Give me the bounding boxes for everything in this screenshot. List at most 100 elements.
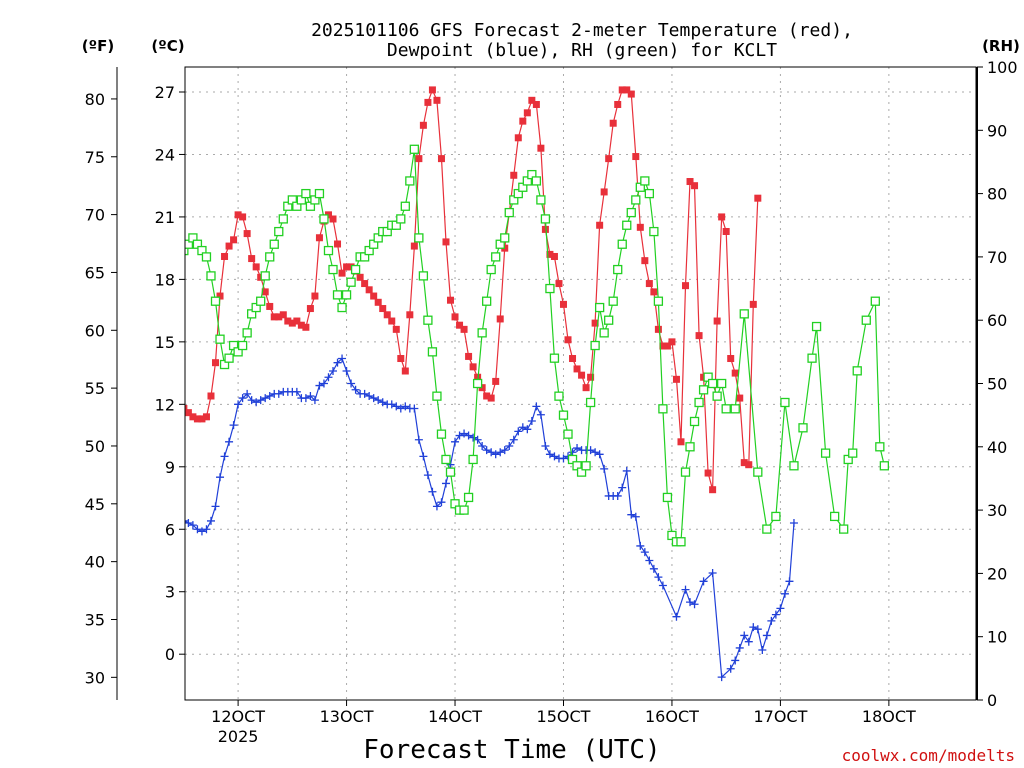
dewpoint-point (518, 423, 527, 432)
temperature-point (605, 155, 613, 163)
celsius-unit-label: (ºC) (151, 37, 184, 55)
temperature-point (193, 415, 201, 423)
rh-point (491, 252, 501, 262)
temperature-point (722, 227, 730, 235)
temperature-point (537, 144, 545, 152)
dewpoint-point (274, 389, 283, 398)
dewpoint-point (306, 391, 315, 400)
celsius-tick-label: 6 (165, 520, 175, 539)
dewpoint-point (401, 402, 410, 411)
celsius-tick-label: 3 (165, 583, 175, 602)
temperature-point (234, 211, 242, 219)
temperature-point (383, 311, 391, 319)
temperature-point (727, 355, 735, 363)
rh-point (472, 378, 483, 389)
rh-point (500, 233, 510, 243)
rh-point (608, 296, 618, 306)
rh-point (558, 410, 569, 420)
dewpoint-point (410, 404, 419, 413)
dewpoint-point (202, 525, 211, 534)
rh-point (581, 461, 591, 471)
temperature-point (302, 323, 310, 331)
temperature-point (266, 302, 274, 310)
dewpoint-point (464, 431, 473, 440)
temperature-point (713, 317, 721, 325)
rh-point (811, 321, 822, 332)
temperature-point (532, 100, 540, 108)
dewpoint-point (771, 610, 780, 619)
dewpoint-point (509, 435, 518, 444)
dewpoint-point (640, 548, 649, 557)
dewpoint-point (487, 448, 496, 457)
temperature-point (564, 336, 572, 344)
rh-point (459, 505, 469, 515)
celsius-tick-label: 15 (155, 333, 175, 352)
temperature-point (315, 234, 323, 242)
rh-point (676, 537, 686, 547)
rh-point (554, 391, 564, 401)
axis-layer: 0 3 6 9 12 15 18 21 24 27 30 35 40 45 50 55 60 65 70 75 80 0 1… (85, 58, 1018, 746)
dewpoint-point (514, 427, 523, 436)
rh-point (337, 302, 347, 313)
dewpoint-point (378, 398, 387, 407)
celsius-tick-label: 24 (155, 145, 175, 164)
rh-point (622, 220, 632, 230)
temperature-point (216, 292, 224, 300)
rh-point (712, 391, 722, 401)
fahrenheit-tick-label: 75 (85, 148, 105, 167)
rh-point (504, 207, 514, 218)
rh-point (780, 397, 790, 408)
rh-point (798, 423, 808, 433)
rh-point (482, 296, 492, 306)
rh-point (463, 492, 474, 503)
temperature-point (600, 188, 608, 196)
rh-point (210, 296, 221, 306)
dewpoint-point (229, 421, 238, 430)
temperature-point (691, 182, 699, 190)
temperature-point (207, 392, 215, 400)
rh-point (405, 176, 415, 186)
rh-point (649, 226, 659, 237)
dewpoint-point (505, 441, 514, 450)
dewpoint-point (360, 389, 369, 398)
rh-point (436, 429, 447, 439)
dewpoint-point (758, 646, 767, 655)
dewpoint-point (586, 446, 595, 455)
dewpoint-point (437, 498, 446, 507)
temperature-point (754, 194, 762, 202)
rh-point (350, 264, 361, 275)
rh-point (590, 340, 600, 351)
dewpoint-point (550, 452, 559, 461)
temperature-point (614, 100, 622, 108)
rh-point (739, 309, 749, 319)
temperature-point (573, 365, 581, 373)
dewpoint-point (206, 516, 215, 525)
dewpoint-point (342, 367, 351, 376)
dewpoint-point (527, 416, 536, 425)
dewpoint-point (414, 435, 423, 444)
rh-point (771, 511, 781, 522)
rh-point (689, 416, 700, 427)
series-1 (185, 354, 798, 682)
dewpoint-point (681, 585, 690, 594)
dewpoint-point (717, 673, 726, 682)
rh-point (301, 188, 311, 199)
dewpoint-point (636, 541, 645, 550)
fahrenheit-tick-label: 55 (85, 379, 105, 398)
temperature-point (288, 319, 296, 327)
dewpoint-point (329, 367, 338, 376)
temperature-point (202, 413, 210, 421)
dewpoint-point (455, 431, 464, 440)
temperature-point (356, 273, 364, 281)
temperature-point (297, 321, 305, 329)
dewpoint-point (776, 604, 785, 613)
rh-point (445, 467, 456, 477)
temperature-point (686, 178, 694, 186)
temperature-point (469, 363, 477, 371)
fahrenheit-tick-label: 80 (85, 90, 105, 109)
rh-point (545, 283, 555, 294)
temperature-point (528, 96, 536, 104)
rh-point (762, 524, 772, 534)
rh-point (269, 239, 279, 249)
rh-point (698, 385, 709, 395)
